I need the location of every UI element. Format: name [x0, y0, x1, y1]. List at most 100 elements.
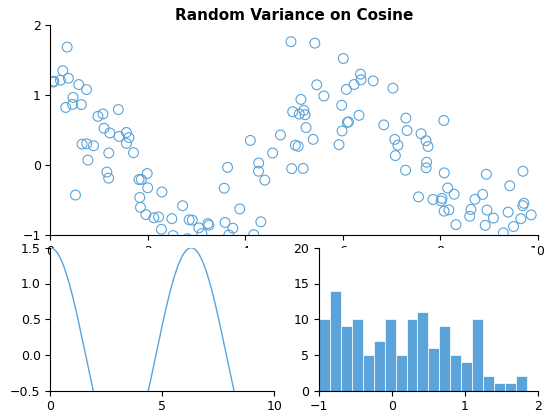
Point	[339, 55, 348, 62]
Point	[483, 207, 492, 213]
Point	[293, 143, 302, 150]
Point	[100, 125, 109, 131]
Point	[478, 191, 487, 198]
Point	[61, 104, 70, 111]
Point	[194, 275, 203, 282]
Point	[115, 133, 124, 140]
Point	[354, 112, 363, 119]
Title: Random Variance on Cosine: Random Variance on Cosine	[175, 8, 413, 23]
Point	[134, 176, 143, 183]
Point	[71, 192, 80, 198]
Point	[428, 196, 437, 203]
Point	[167, 215, 176, 222]
Point	[465, 213, 474, 220]
Point	[291, 142, 300, 149]
Point	[187, 243, 196, 250]
Point	[319, 92, 328, 99]
Point	[104, 175, 113, 181]
Bar	[352, 319, 363, 391]
Point	[254, 160, 263, 166]
Point	[368, 78, 377, 84]
Point	[417, 130, 426, 137]
Point	[468, 238, 477, 244]
Point	[310, 40, 319, 47]
Point	[356, 71, 365, 78]
Point	[296, 96, 305, 103]
Point	[482, 171, 491, 178]
Bar	[374, 341, 385, 391]
Point	[519, 168, 528, 175]
Point	[338, 128, 347, 134]
Point	[403, 127, 412, 134]
Point	[437, 197, 446, 204]
Point	[204, 263, 213, 270]
Point	[246, 137, 255, 144]
Point	[122, 129, 131, 136]
Point	[220, 185, 228, 192]
Point	[203, 220, 212, 227]
Point	[204, 222, 213, 228]
Point	[488, 241, 497, 248]
Point	[225, 231, 234, 238]
Point	[516, 215, 525, 222]
Point	[207, 256, 216, 262]
Point	[349, 81, 358, 88]
Point	[519, 200, 528, 207]
Point	[505, 182, 514, 189]
Point	[481, 222, 490, 229]
Point	[124, 134, 133, 141]
Point	[82, 140, 91, 147]
Point	[157, 226, 166, 233]
Point	[519, 202, 528, 209]
Point	[337, 102, 346, 109]
Point	[527, 212, 536, 218]
Point	[83, 157, 92, 163]
Point	[256, 218, 265, 225]
Point	[201, 289, 210, 295]
Point	[136, 204, 145, 211]
Bar	[483, 376, 494, 391]
Point	[302, 124, 311, 131]
Bar	[330, 291, 341, 391]
Point	[188, 252, 197, 259]
Point	[77, 101, 86, 108]
Point	[394, 142, 403, 149]
Bar	[439, 326, 450, 391]
Point	[185, 216, 194, 223]
Point	[150, 215, 158, 221]
Point	[402, 115, 410, 121]
Point	[129, 150, 138, 156]
Point	[178, 202, 187, 209]
Bar	[461, 362, 472, 391]
Point	[451, 221, 460, 228]
Point	[401, 167, 410, 173]
Point	[499, 229, 508, 236]
Point	[142, 211, 151, 218]
Point	[391, 152, 400, 159]
Point	[194, 225, 203, 231]
Point	[78, 141, 87, 147]
Point	[509, 223, 518, 230]
Point	[198, 230, 207, 237]
Point	[199, 254, 208, 260]
Point	[503, 209, 512, 215]
Point	[309, 136, 318, 143]
Bar	[418, 312, 428, 391]
Point	[268, 150, 277, 156]
Bar	[505, 383, 516, 391]
Point	[495, 252, 504, 258]
Point	[122, 140, 131, 147]
Point	[188, 217, 197, 223]
Point	[68, 101, 77, 108]
Point	[157, 189, 166, 195]
Point	[102, 169, 111, 176]
Point	[299, 107, 308, 114]
Bar	[428, 348, 439, 391]
Point	[470, 196, 479, 202]
Point	[295, 110, 304, 117]
Point	[223, 164, 232, 171]
Point	[94, 113, 102, 120]
Point	[301, 111, 310, 118]
Point	[508, 269, 517, 276]
Point	[344, 118, 353, 125]
